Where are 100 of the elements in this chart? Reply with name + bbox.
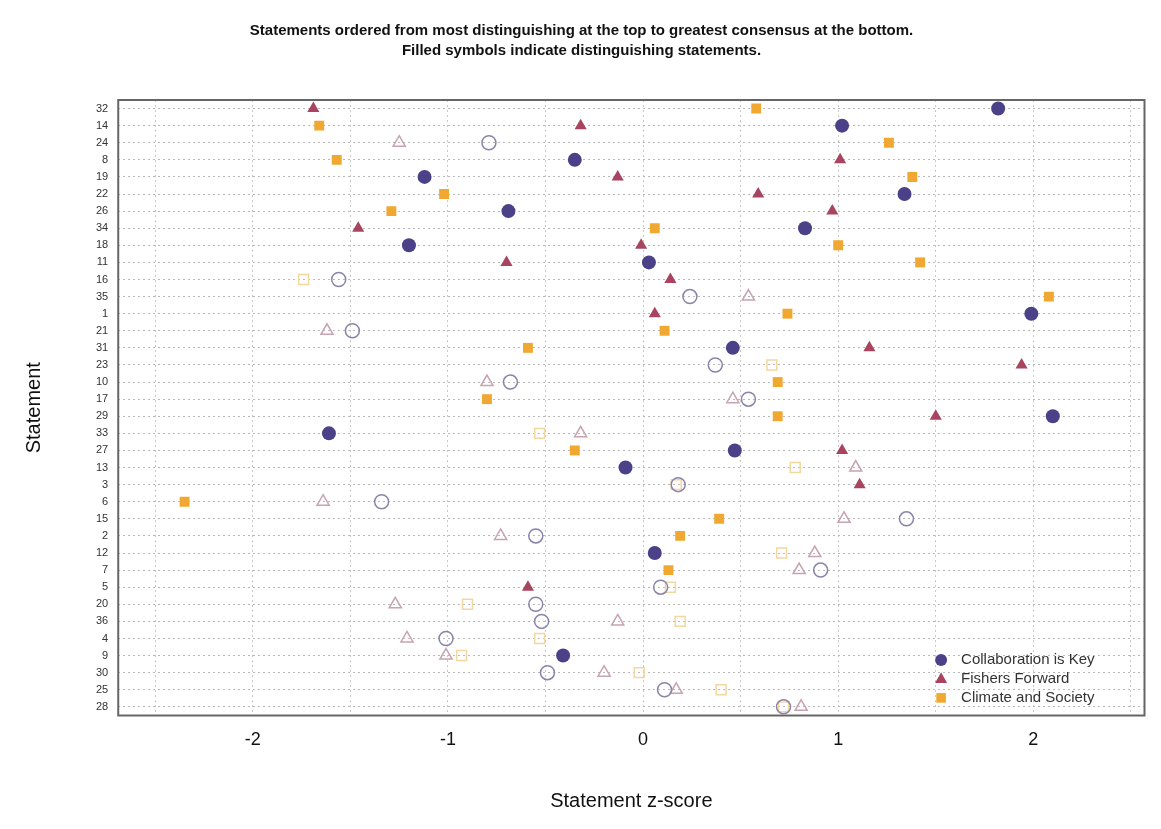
y-tick-label: 11: [96, 255, 109, 268]
y-tick-label: 23: [95, 358, 109, 370]
y-tick-label: 30: [95, 665, 109, 678]
point: [352, 221, 365, 232]
point: [789, 461, 801, 474]
y-tick-label: 27: [95, 443, 109, 456]
y-tick-label: 17: [95, 392, 109, 405]
point: [726, 391, 740, 404]
point: [863, 340, 876, 352]
point: [741, 288, 756, 301]
y-tick-label: 36: [95, 614, 109, 627]
point: [883, 137, 894, 148]
point: [1024, 306, 1039, 321]
y-tick-label: 31: [95, 340, 109, 353]
x-tick-label: 1: [833, 729, 844, 750]
point: [715, 684, 727, 696]
point: [659, 325, 670, 336]
legend-label: Climate and Society: [961, 688, 1095, 706]
y-tick-label: 35: [95, 289, 109, 302]
point: [597, 664, 611, 677]
point: [833, 240, 844, 251]
point: [675, 530, 686, 541]
point: [772, 377, 783, 388]
y-tick-label: 33: [95, 426, 109, 439]
point: [674, 615, 686, 628]
point: [439, 189, 450, 199]
point: [610, 613, 625, 626]
point: [812, 562, 829, 578]
y-tick-label: 22: [95, 187, 109, 200]
y-tick-label: 3: [102, 477, 109, 490]
y-tick-label: 16: [95, 272, 109, 285]
point: [307, 101, 320, 113]
point: [853, 477, 866, 489]
point: [775, 547, 788, 559]
point: [991, 101, 1006, 116]
point: [727, 443, 742, 458]
legend-label: Fishers Forward: [961, 669, 1070, 687]
point: [707, 357, 724, 373]
point: [569, 445, 580, 456]
point: [330, 271, 347, 288]
point: [807, 545, 822, 558]
legend-label: Collaboration is Key: [961, 650, 1095, 668]
point: [438, 630, 454, 647]
point: [669, 682, 684, 695]
point: [528, 528, 544, 544]
point: [635, 238, 648, 249]
y-tick-label: 10: [95, 375, 109, 388]
y-tick-label: 34: [95, 221, 109, 234]
point: [533, 613, 550, 630]
point: [461, 598, 474, 610]
point: [316, 493, 330, 506]
point: [611, 169, 624, 181]
point: [929, 409, 942, 420]
point: [907, 171, 918, 182]
point: [794, 699, 808, 712]
y-tick-label: 21: [95, 323, 109, 336]
point: [567, 152, 582, 167]
point: [649, 223, 660, 234]
point: [297, 273, 310, 286]
point: [574, 118, 587, 130]
point: [482, 394, 492, 405]
point: [528, 596, 544, 613]
point: [835, 118, 850, 133]
y-tick-label: 32: [95, 101, 109, 114]
y-tick-label: 18: [95, 238, 109, 251]
y-tick-label: 7: [102, 563, 109, 576]
point: [388, 596, 403, 609]
y-tick-label: 15: [95, 511, 109, 524]
y-axis-title: Statement: [21, 361, 44, 454]
point: [1045, 409, 1060, 424]
point: [501, 204, 516, 219]
point: [401, 238, 416, 253]
point: [502, 374, 519, 390]
point: [782, 308, 793, 319]
point: [648, 306, 661, 318]
point: [314, 120, 325, 131]
point: [714, 513, 725, 524]
point: [766, 359, 778, 371]
x-tick-label: -1: [439, 729, 456, 750]
y-tick-label: 19: [95, 169, 109, 182]
point: [1015, 357, 1028, 369]
x-axis-title: Statement z-score: [550, 788, 713, 811]
point: [439, 647, 453, 660]
point: [664, 272, 677, 283]
point: [725, 340, 740, 355]
point: [392, 134, 406, 147]
point: [500, 255, 513, 266]
y-tick-label: 25: [95, 682, 109, 695]
point: [455, 649, 468, 662]
x-tick-label: 2: [1028, 729, 1039, 750]
y-tick-label: 4: [102, 631, 109, 644]
point: [320, 323, 334, 336]
x-tick-label: 0: [638, 729, 649, 750]
y-tick-label: 14: [95, 118, 109, 131]
point: [652, 579, 669, 595]
point: [772, 411, 783, 422]
point: [373, 493, 390, 510]
point: [573, 425, 588, 438]
point: [481, 134, 497, 151]
point: [848, 459, 863, 472]
